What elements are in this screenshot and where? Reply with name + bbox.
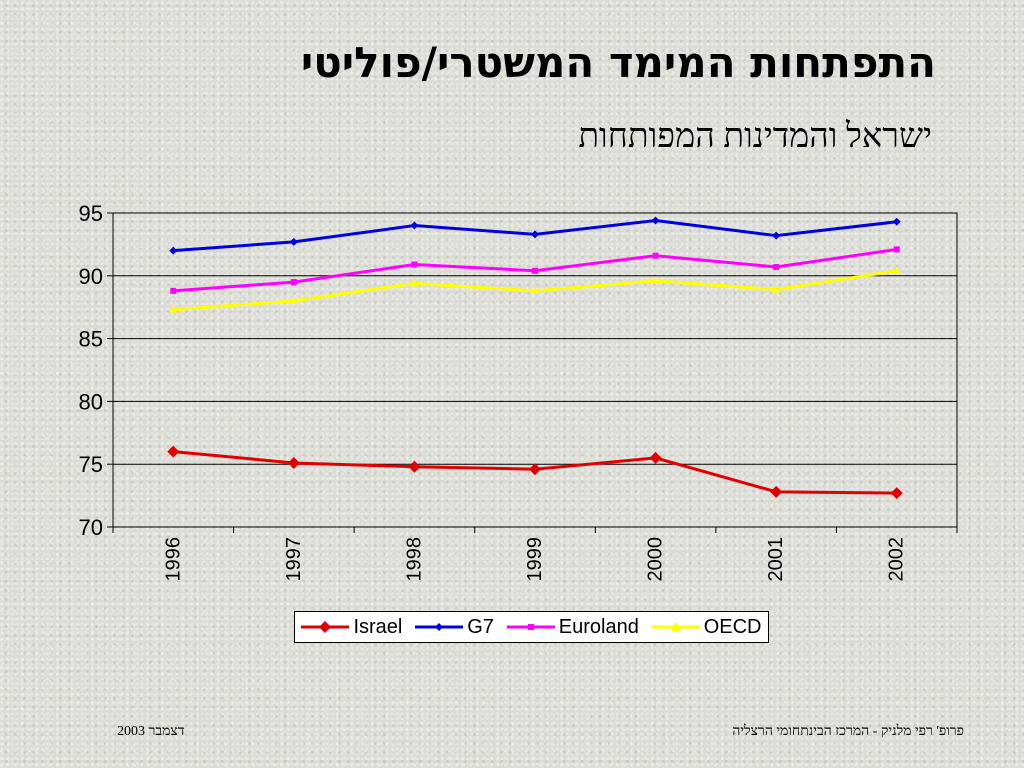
x-tick-label-2002: 2002 <box>886 537 908 582</box>
y-tick-label-75: 75 <box>79 452 103 477</box>
data-point-israel-1997 <box>287 456 300 469</box>
y-axis-ticks: 70 75 80 85 90 95 <box>79 201 113 540</box>
data-point-g7-2000 <box>651 216 660 225</box>
legend-label-oecd: OECD <box>703 615 762 638</box>
data-point-israel-2002 <box>890 487 903 500</box>
y-tick-label-90: 90 <box>79 264 103 289</box>
data-point-euroland-1998 <box>411 261 418 268</box>
data-point-israel-1998 <box>408 460 421 473</box>
data-point-euroland-2000 <box>652 252 659 259</box>
data-point-israel-1999 <box>529 463 541 476</box>
footer-date: דצמבר 2003 <box>117 724 185 739</box>
legend-item-oecd: OECD <box>651 615 762 639</box>
data-point-g7-2001 <box>772 231 781 240</box>
plot-area <box>112 212 958 528</box>
data-point-oecd-2001 <box>772 285 781 293</box>
data-point-euroland-1997 <box>290 279 297 286</box>
y-tick-label-70: 70 <box>79 515 103 540</box>
data-point-israel-2000 <box>649 451 662 464</box>
data-point-g7-1998 <box>410 221 419 230</box>
y-tick-label-80: 80 <box>79 389 103 414</box>
data-point-oecd-1999 <box>531 286 539 294</box>
legend-label-israel: Israel <box>353 615 403 638</box>
x-tick-label-2000: 2000 <box>645 537 667 582</box>
x-axis-ticks: 1996 1997 1998 1999 2000 2001 2002 <box>112 527 958 582</box>
data-point-euroland-2001 <box>773 264 780 271</box>
data-point-oecd-1998 <box>410 279 419 287</box>
chart-series <box>167 216 903 500</box>
legend-label-g7: G7 <box>467 615 494 638</box>
legend-label-euroland: Euroland <box>558 615 639 638</box>
chart-legend: Israel G7 Euroland OECD <box>294 611 769 643</box>
legend-swatch-israel <box>301 621 350 633</box>
data-point-euroland-1996 <box>170 287 177 294</box>
data-point-g7-1997 <box>289 237 298 246</box>
data-point-israel-2001 <box>770 485 783 498</box>
x-tick-label-1997: 1997 <box>283 537 305 582</box>
y-tick-label-95: 95 <box>79 201 103 226</box>
x-tick-label-1996: 1996 <box>162 537 184 582</box>
x-tick-label-2001: 2001 <box>765 537 787 582</box>
legend-item-israel: Israel <box>301 616 402 639</box>
data-point-g7-1999 <box>531 230 539 239</box>
footer-credit: פרופ' רפי מלניק - המרכז הבינתחומי הרצליה <box>732 724 964 739</box>
data-point-euroland-1999 <box>532 267 538 274</box>
x-tick-label-1998: 1998 <box>403 537 425 582</box>
data-point-g7-2002 <box>892 217 901 226</box>
legend-swatch-euroland <box>506 624 555 630</box>
legend-item-g7: G7 <box>415 616 494 639</box>
data-point-euroland-2002 <box>893 246 900 253</box>
y-tick-label-85: 85 <box>79 327 103 352</box>
legend-swatch-oecd <box>651 622 700 631</box>
slide-title: התפתחות המימד המשטרי/פוליטי <box>300 38 936 87</box>
legend-swatch-g7 <box>415 623 464 631</box>
data-point-g7-1996 <box>169 246 178 255</box>
data-point-oecd-1996 <box>169 305 178 313</box>
data-point-oecd-1997 <box>289 296 298 304</box>
x-tick-label-1999: 1999 <box>524 537 546 582</box>
legend-item-euroland: Euroland <box>506 615 639 639</box>
data-point-israel-1996 <box>167 445 180 458</box>
slide-subtitle: ישראל והמדינות המפותחות <box>578 118 932 155</box>
data-point-oecd-2000 <box>651 276 660 284</box>
data-point-oecd-2002 <box>892 266 901 274</box>
